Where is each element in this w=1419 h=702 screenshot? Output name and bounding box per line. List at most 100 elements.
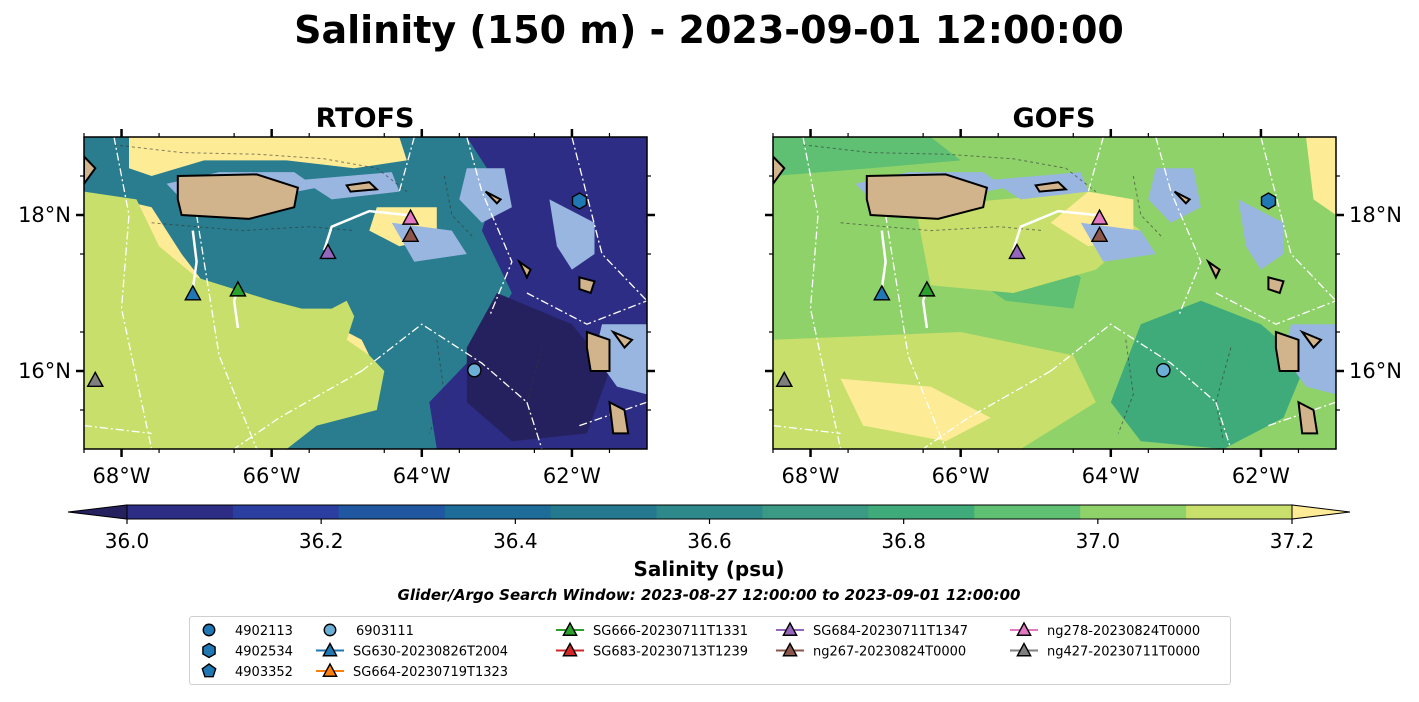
- salinity-contour-patch: [1110, 300, 1306, 449]
- eez-boundary: [1155, 137, 1202, 317]
- eez-boundary: [1260, 137, 1336, 302]
- land: [1173, 190, 1192, 205]
- eez-boundary: [571, 137, 647, 302]
- legend-marker: [782, 621, 798, 636]
- colorbar-tick-label: 36.2: [299, 529, 344, 553]
- legend-marker: [322, 662, 338, 677]
- colorbar-segment: [232, 505, 340, 519]
- eez-boundary: [113, 137, 153, 449]
- gofs-panel: GOFS 68°W 66°W 64°W 62°W 18°N 16°N: [765, 103, 1402, 488]
- platform-marker: [86, 370, 105, 388]
- land: [578, 276, 596, 295]
- salinity-contour-patch: [1306, 137, 1336, 215]
- platform-marker: [401, 225, 420, 242]
- bathymetry-contour: [443, 175, 475, 239]
- legend-marker: [1016, 642, 1032, 657]
- colorbar-label: Salinity (psu): [633, 557, 784, 581]
- y-tick-label: 18°N: [18, 203, 71, 227]
- colorbar-segment: [1080, 505, 1187, 519]
- map-frame: [772, 136, 1337, 450]
- land: [1299, 329, 1323, 350]
- land: [345, 181, 380, 193]
- platform-marker: [401, 208, 420, 225]
- colorbar-tick-label: 37.2: [1270, 529, 1315, 553]
- legend-label: 4903352: [235, 665, 293, 680]
- platform-marker: [467, 362, 482, 378]
- colorbar-segment: [444, 505, 552, 519]
- x-tick-label: 68°W: [782, 464, 840, 488]
- platform-marker: [1090, 225, 1109, 242]
- shallow-shelf-patch: [459, 168, 512, 223]
- legend-entries: 4902113 4902534 4903352 6903111 SG630-202308…: [201, 621, 1200, 680]
- eez-boundary: [398, 137, 415, 192]
- colorbar-segment: [1186, 505, 1293, 519]
- y-tick-label: 18°N: [1349, 203, 1402, 227]
- platform-marker: [319, 242, 337, 260]
- shallow-shelf-patch: [1238, 199, 1284, 270]
- legend-label: 4902534: [235, 645, 293, 660]
- colorbar-tick-label: 37.0: [1076, 529, 1121, 553]
- gofs-panel-title: GOFS: [1012, 103, 1095, 134]
- x-tick-label: 62°W: [543, 464, 601, 488]
- bathymetry-contour: [113, 144, 408, 192]
- eez-boundary: [195, 214, 258, 449]
- colorbar-segment: [974, 505, 1081, 519]
- eez-boundary: [233, 370, 363, 449]
- x-tick-label: 66°W: [932, 464, 990, 488]
- legend-label: ng278-20230824T0000: [1047, 624, 1200, 639]
- salinity-contour-patch: [84, 191, 385, 449]
- shallow-shelf-patch: [1148, 168, 1201, 223]
- platform-marker: [873, 284, 891, 301]
- map-frame: [83, 136, 648, 450]
- platform-marker: [1156, 362, 1171, 378]
- legend-label: SG684-20230711T1347: [813, 624, 968, 639]
- eez-boundary: [773, 424, 841, 435]
- legend-label: 6903111: [356, 624, 414, 639]
- legend-marker: [322, 642, 338, 657]
- shallow-shelf-patch: [549, 199, 595, 270]
- x-tick-label: 62°W: [1232, 464, 1290, 488]
- platform-marker: [1090, 208, 1109, 225]
- salinity-contour-patch: [466, 293, 610, 442]
- land: [773, 155, 786, 186]
- legend-marker: [202, 623, 216, 637]
- colorbar-tick-label: 36.4: [493, 529, 538, 553]
- legend-label: 4902113: [235, 624, 293, 639]
- eez-boundary: [1087, 137, 1104, 192]
- legend-label: SG630-20230826T2004: [353, 645, 508, 660]
- legend-label: SG666-20230711T1331: [593, 624, 748, 639]
- y-tick-label: 16°N: [18, 359, 71, 383]
- land: [1274, 330, 1300, 372]
- legend-label: ng427-20230711T0000: [1047, 645, 1200, 660]
- rtofs-panel-title: RTOFS: [316, 103, 415, 134]
- land: [1034, 181, 1069, 193]
- eez-boundary: [1215, 292, 1336, 325]
- colorbar-tick-label: 36.8: [881, 529, 926, 553]
- legend-marker: [201, 663, 217, 678]
- map-area: [773, 137, 1336, 449]
- x-tick-label: 68°W: [93, 464, 151, 488]
- legend-label: ng267-20230824T0000: [813, 645, 966, 660]
- colorbar-tick-label: 36.6: [687, 529, 732, 553]
- bathymetry-contour: [428, 339, 445, 434]
- legend-label: SG683-20230713T1239: [593, 645, 748, 660]
- land: [484, 190, 503, 205]
- bathymetry-contour: [1117, 339, 1134, 434]
- platform-marker: [184, 284, 202, 301]
- legend-marker: [782, 642, 798, 657]
- land: [1267, 276, 1285, 295]
- land: [865, 173, 989, 220]
- bathymetry-contour: [1132, 175, 1164, 239]
- land: [1297, 400, 1319, 435]
- land: [84, 155, 97, 186]
- land: [610, 329, 634, 350]
- land: [1205, 258, 1221, 280]
- colorbar-segment: [127, 505, 234, 519]
- salinity-contour-patch: [840, 378, 991, 442]
- legend-marker: [202, 642, 216, 659]
- bathymetry-contour: [802, 144, 1097, 192]
- colorbar-extend-low: [67, 504, 128, 520]
- colorbar-tick-label: 36.0: [105, 529, 150, 553]
- eez-boundary: [466, 137, 513, 317]
